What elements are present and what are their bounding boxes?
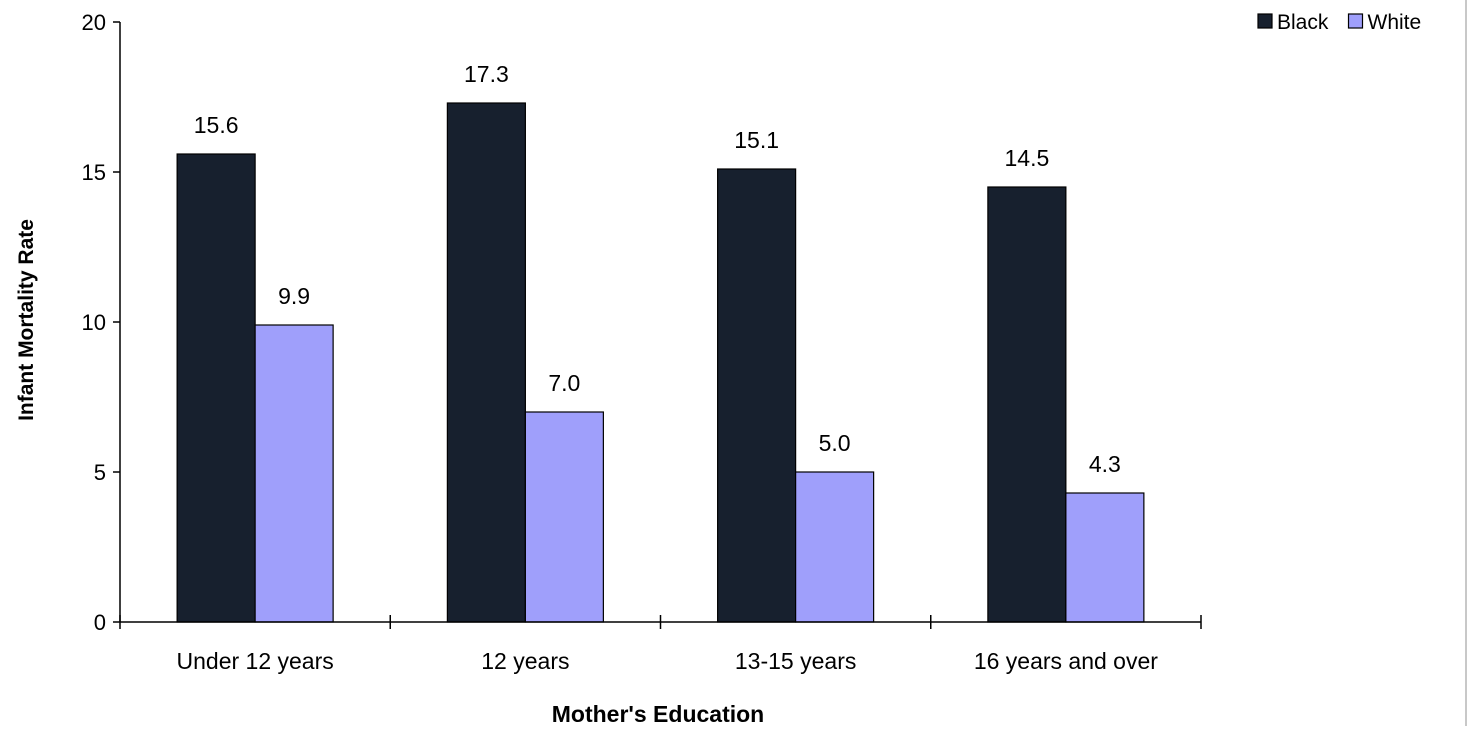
y-tick-label: 20 bbox=[82, 10, 106, 35]
data-label: 9.9 bbox=[278, 283, 310, 309]
x-tick-label: 13-15 years bbox=[735, 648, 856, 674]
data-label: 15.1 bbox=[734, 127, 779, 153]
y-tick-label: 10 bbox=[82, 310, 106, 335]
x-ticks-layer: Under 12 years 12 years 13-15 years 16 year… bbox=[119, 615, 1202, 674]
x-tick-label: 12 years bbox=[481, 648, 569, 674]
y-tick-label: 0 bbox=[94, 610, 106, 635]
y-ticks-layer: 0 5 10 15 20 bbox=[82, 10, 120, 635]
bar-black bbox=[446, 102, 526, 623]
bar-black bbox=[717, 168, 797, 623]
y-tick-label: 15 bbox=[82, 160, 106, 185]
data-label: 7.0 bbox=[548, 370, 580, 396]
frame-edge bbox=[1465, 0, 1467, 726]
bar-white bbox=[524, 411, 604, 623]
bar-white bbox=[795, 471, 875, 623]
data-labels-layer: 15.6 9.9 17.3 7.0 15.1 5.0 14.5 4.3 bbox=[194, 61, 1121, 477]
data-label: 4.3 bbox=[1089, 451, 1121, 477]
bar-black bbox=[176, 153, 256, 623]
bars-layer bbox=[176, 102, 1145, 623]
x-axis-title: Mother's Education bbox=[552, 701, 764, 726]
data-label: 5.0 bbox=[819, 430, 851, 456]
legend-swatch-white bbox=[1347, 13, 1364, 29]
legend: Black White bbox=[1257, 11, 1422, 34]
x-tick-label: Under 12 years bbox=[177, 648, 334, 674]
bar-white bbox=[254, 324, 334, 623]
data-label: 17.3 bbox=[464, 61, 509, 87]
x-tick-label: 16 years and over bbox=[974, 648, 1158, 674]
data-label: 14.5 bbox=[1004, 145, 1049, 171]
y-tick-label: 5 bbox=[94, 460, 106, 485]
bar-black bbox=[987, 186, 1067, 623]
bar-white bbox=[1065, 492, 1145, 623]
data-label: 15.6 bbox=[194, 112, 239, 138]
legend-label-white: White bbox=[1368, 11, 1422, 34]
legend-swatch-black bbox=[1257, 13, 1273, 29]
legend-label-black: Black bbox=[1277, 11, 1329, 34]
y-axis-title: Infant Mortality Rate bbox=[15, 219, 38, 421]
